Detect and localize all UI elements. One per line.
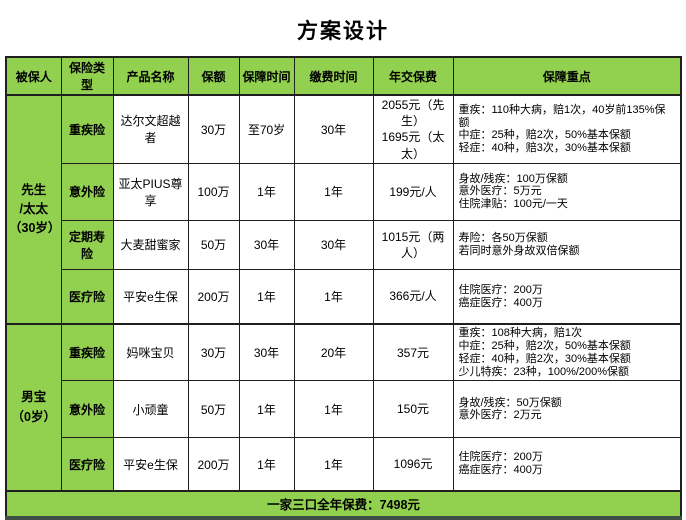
highlights-cell: 住院医疗：200万 癌症医疗：400万 — [452, 268, 682, 325]
text-line: 少儿特疾：23种，100%/200%保额 — [458, 365, 630, 378]
highlights-cell: 重疾：108种大病，赔1次 中症：25种，赔2次，50%基本保额 轻症：40种，… — [452, 323, 682, 382]
table-row: 医疗险 平安e生保 200万 1年 1年 1096元 住院医疗：200万 癌症医… — [6, 437, 682, 492]
premium-cell: 1015元（两人） — [372, 219, 454, 270]
page-title: 方案设计 — [297, 20, 389, 43]
table-row: 意外险 小顽童 50万 1年 1年 150元 身故/残疾：50万保额 意外医疗：… — [6, 380, 682, 439]
amount-cell: 30万 — [187, 94, 240, 164]
pay-term-cell: 1年 — [293, 437, 374, 492]
type-cell: 定期寿险 — [60, 219, 114, 270]
header-payment-term: 缴费时间 — [293, 56, 374, 96]
table-row: 男宝 （0岁） 重疾险 妈咪宝贝 30万 30年 20年 357元 重疾：108… — [5, 323, 682, 492]
product-cell: 妈咪宝贝 — [112, 323, 189, 382]
text-line: 轻症：40种，赔2次，30%基本保额 — [458, 352, 631, 365]
premium-cell: 357元 — [372, 323, 454, 382]
pay-term-cell: 30年 — [293, 219, 374, 270]
text-line: 意外医疗：5万元 — [458, 185, 542, 198]
product-cell: 大麦甜蜜家 — [112, 219, 189, 270]
total-row: 一家三口全年保费：7498元 — [5, 489, 682, 520]
term-cell: 1年 — [238, 268, 295, 325]
insurance-plan-table: 被保人 保险类型 产品名称 保额 保障时间 缴费时间 年交保费 保障重点 先生 … — [5, 56, 682, 520]
text-line: （0岁） — [11, 409, 56, 424]
insured-cell-adults: 先生 /太太 （30岁） — [5, 94, 62, 325]
text-line: 1695元（太太） — [381, 130, 445, 161]
term-cell: 至70岁 — [238, 94, 295, 164]
text-line: 中症：25种，赔2次，50%基本保额 — [458, 340, 631, 353]
text-line: 住院医疗：200万 — [458, 283, 543, 296]
text-line: 若同时意外身故双倍保额 — [458, 244, 580, 257]
text-line: （30岁） — [9, 221, 61, 236]
premium-cell: 1096元 — [372, 437, 454, 492]
product-cell: 达尔文超越者 — [112, 94, 189, 164]
pay-term-cell: 1年 — [293, 162, 374, 221]
amount-cell: 200万 — [187, 268, 240, 325]
header-insured: 被保人 — [5, 56, 62, 96]
type-cell: 意外险 — [60, 162, 114, 221]
product-cell: 亚太PIUS尊享 — [112, 162, 189, 221]
term-cell: 30年 — [238, 219, 295, 270]
type-cell: 医疗险 — [60, 437, 114, 492]
insured-cell-child: 男宝 （0岁） — [5, 323, 62, 492]
table-row: 医疗险 平安e生保 200万 1年 1年 366元/人 住院医疗：200万 癌症… — [6, 268, 682, 325]
premium-cell: 366元/人 — [372, 268, 454, 325]
type-cell: 医疗险 — [60, 268, 114, 325]
term-cell: 30年 — [238, 323, 295, 382]
highlights-cell: 身故/残疾：50万保额 意外医疗：2万元 — [452, 380, 682, 439]
text-line: 身故/残疾：100万保额 — [458, 172, 568, 185]
text-line: 重疾：108种大病，赔1次 — [458, 327, 582, 340]
text-line: 2055元（先生） — [381, 98, 445, 129]
total-premium: 一家三口全年保费：7498元 — [5, 489, 682, 520]
amount-cell: 30万 — [187, 323, 240, 382]
amount-cell: 200万 — [187, 437, 240, 492]
highlights-cell: 住院医疗：200万 癌症医疗：400万 — [452, 437, 682, 492]
text-line: 住院津贴：100元/一天 — [458, 198, 568, 211]
pay-term-cell: 30年 — [293, 94, 374, 164]
header-annual-premium: 年交保费 — [372, 56, 454, 96]
highlights-cell: 重疾：110种大病，赔1次，40岁前135%保额 中症：25种，赔2次，50%基… — [452, 94, 682, 164]
header-insurance-type: 保险类型 — [60, 56, 114, 96]
product-cell: 小顽童 — [112, 380, 189, 439]
table-row: 意外险 亚太PIUS尊享 100万 1年 1年 199元/人 身故/残疾：100… — [6, 162, 682, 221]
text-line: 重疾：110种大病，赔1次，40岁前135%保额 — [458, 103, 666, 129]
text-line: 先生 — [21, 182, 47, 197]
pay-term-cell: 20年 — [293, 323, 374, 382]
product-cell: 平安e生保 — [112, 437, 189, 492]
text-line: 中症：25种，赔2次，50%基本保额 — [458, 129, 631, 142]
type-cell: 重疾险 — [60, 323, 114, 382]
premium-cell: 2055元（先生） 1695元（太太） — [372, 94, 454, 164]
highlights-cell: 寿险：各50万保额 若同时意外身故双倍保额 — [452, 219, 682, 270]
header-product-name: 产品名称 — [112, 56, 189, 96]
amount-cell: 50万 — [187, 219, 240, 270]
term-cell: 1年 — [238, 162, 295, 221]
term-cell: 1年 — [238, 380, 295, 439]
product-cell: 平安e生保 — [112, 268, 189, 325]
highlights-cell: 身故/残疾：100万保额 意外医疗：5万元 住院津贴：100元/一天 — [452, 162, 682, 221]
text-line: /太太 — [19, 201, 48, 216]
amount-cell: 50万 — [187, 380, 240, 439]
type-cell: 意外险 — [60, 380, 114, 439]
table-row: 定期寿险 大麦甜蜜家 50万 30年 30年 1015元（两人） 寿险：各50万… — [6, 219, 682, 270]
text-line: 轻症：40种，赔3次，30%基本保额 — [458, 142, 631, 155]
text-line: 住院医疗：200万 — [458, 451, 543, 464]
type-cell: 重疾险 — [60, 94, 114, 164]
text-line: 意外医疗：2万元 — [458, 409, 542, 422]
text-line: 身故/残疾：50万保额 — [458, 396, 562, 409]
amount-cell: 100万 — [187, 162, 240, 221]
pay-term-cell: 1年 — [293, 380, 374, 439]
header-coverage-term: 保障时间 — [238, 56, 295, 96]
pay-term-cell: 1年 — [293, 268, 374, 325]
header-row: 被保人 保险类型 产品名称 保额 保障时间 缴费时间 年交保费 保障重点 — [5, 56, 682, 96]
header-coverage-amount: 保额 — [187, 56, 240, 96]
header-coverage-highlights: 保障重点 — [452, 56, 682, 96]
text-line: 男宝 — [21, 390, 47, 405]
text-line: 寿险：各50万保额 — [458, 231, 548, 244]
text-line: 癌症医疗：400万 — [458, 464, 543, 477]
table-row: 先生 /太太 （30岁） 重疾险 达尔文超越者 30万 至70岁 30年 205… — [5, 94, 682, 325]
premium-cell: 150元 — [372, 380, 454, 439]
premium-cell: 199元/人 — [372, 162, 454, 221]
text-line: 癌症医疗：400万 — [458, 296, 543, 309]
term-cell: 1年 — [238, 437, 295, 492]
